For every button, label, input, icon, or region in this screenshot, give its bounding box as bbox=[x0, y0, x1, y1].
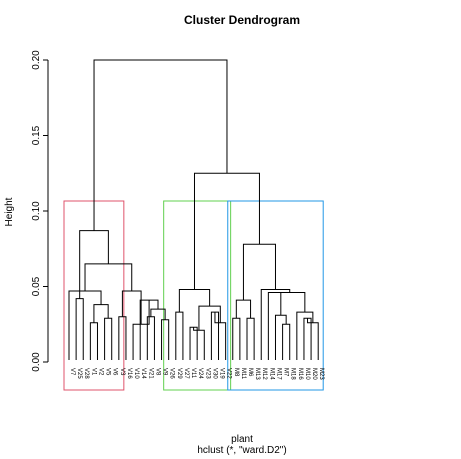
leaf-label: M6 bbox=[247, 368, 253, 377]
dendrogram-tree bbox=[68, 59, 319, 360]
leaf-label: M16 bbox=[297, 368, 303, 380]
merge-a8 bbox=[161, 319, 170, 360]
leaf-label: V5 bbox=[105, 368, 111, 376]
y-tick-label: 0.15 bbox=[31, 125, 42, 145]
merge-root bbox=[93, 59, 228, 231]
merge-c8 bbox=[307, 318, 319, 360]
cluster-boxes bbox=[63, 200, 324, 391]
y-tick-label: 0.20 bbox=[31, 50, 42, 70]
leaf-label: V27 bbox=[183, 368, 189, 379]
merge-c9 bbox=[296, 311, 314, 360]
y-axis: 0.00 0.05 0.10 0.15 0.20 bbox=[31, 50, 49, 372]
leaf-label: V6 bbox=[112, 368, 118, 376]
leaf-label: M18 bbox=[290, 368, 296, 380]
leaf-label: M23 bbox=[318, 368, 324, 380]
merge-a5 bbox=[68, 290, 102, 360]
leaf-label: V16 bbox=[126, 368, 132, 379]
merge-a7 bbox=[146, 316, 155, 360]
y-tick-label: 0.05 bbox=[31, 276, 42, 296]
merge-a9 bbox=[150, 308, 166, 320]
merge-b2 bbox=[189, 326, 198, 360]
leaf-label: M10 bbox=[304, 368, 310, 380]
leaf-label: V25 bbox=[76, 368, 82, 379]
leaf-label: V19 bbox=[219, 368, 225, 379]
merge-a2 bbox=[89, 322, 98, 360]
x-axis-label: plant bbox=[231, 434, 253, 445]
leaf-label: M17 bbox=[275, 368, 281, 380]
leaf-label: V10 bbox=[133, 368, 139, 379]
merge-c7 bbox=[303, 317, 312, 360]
merge-a12 bbox=[121, 290, 142, 325]
leaf-label: V28 bbox=[83, 368, 89, 379]
leaf-label: V7 bbox=[69, 368, 75, 376]
leaf-label: V14 bbox=[140, 368, 146, 379]
merge-c5 bbox=[274, 314, 287, 360]
leaf-label: V1 bbox=[90, 368, 96, 376]
merge-b6 bbox=[198, 305, 221, 331]
merge-a14 bbox=[79, 230, 109, 299]
merge-a13 bbox=[84, 263, 133, 292]
merge-a4 bbox=[93, 304, 109, 323]
merge-c6 bbox=[267, 292, 282, 360]
merge-c1 bbox=[232, 317, 241, 360]
cluster-box-2 bbox=[163, 200, 232, 391]
leaf-label: V26 bbox=[169, 368, 175, 379]
leaf-label: V8 bbox=[154, 368, 160, 376]
leaf-label: M13 bbox=[254, 368, 260, 380]
leaf-label: V30 bbox=[211, 368, 217, 379]
leaf-label: V23 bbox=[204, 368, 210, 379]
leaf-labels: V7 V25 V28 V1 V2 V5 V6 V3 V16 V10 V14 V21 V8 V9 V26 V29… bbox=[69, 368, 324, 380]
leaf-label: M14 bbox=[268, 368, 274, 380]
leaf-label: M7 bbox=[283, 368, 289, 377]
leaf-label: V22 bbox=[226, 368, 232, 379]
merge-b3 bbox=[193, 327, 205, 360]
leaf-label: V11 bbox=[190, 368, 196, 379]
leaf-label: V2 bbox=[97, 368, 103, 376]
merge-c2 bbox=[246, 317, 255, 360]
leaf-label: V24 bbox=[197, 368, 203, 379]
leaf-label: M20 bbox=[311, 368, 317, 380]
merge-c12 bbox=[242, 243, 276, 301]
merge-b1 bbox=[175, 311, 184, 360]
merge-c4 bbox=[282, 323, 291, 360]
method-sublabel: hclust (*, "ward.D2") bbox=[197, 445, 286, 456]
leaf-label: V3 bbox=[119, 368, 125, 376]
y-axis-label: Height bbox=[4, 197, 15, 226]
merge-d1 bbox=[193, 172, 260, 290]
merge-b7 bbox=[178, 289, 211, 313]
merge-a6 bbox=[118, 316, 127, 360]
y-tick-label: 0.10 bbox=[31, 201, 42, 221]
leaf-label: M12 bbox=[261, 368, 267, 380]
leaf-label: M8 bbox=[233, 368, 239, 377]
merge-c10 bbox=[274, 292, 306, 313]
merge-a1 bbox=[75, 298, 84, 360]
merge-a3 bbox=[104, 317, 113, 360]
leaf-label: M11 bbox=[240, 368, 246, 380]
y-tick-label: 0.00 bbox=[31, 352, 42, 372]
merge-c3 bbox=[235, 299, 252, 319]
cluster-box-3 bbox=[227, 200, 324, 391]
leaf-label: V29 bbox=[176, 368, 182, 379]
leaf-label: V21 bbox=[147, 368, 153, 379]
chart-title: Cluster Dendrogram bbox=[184, 13, 300, 27]
leaf-label: V9 bbox=[162, 368, 168, 376]
